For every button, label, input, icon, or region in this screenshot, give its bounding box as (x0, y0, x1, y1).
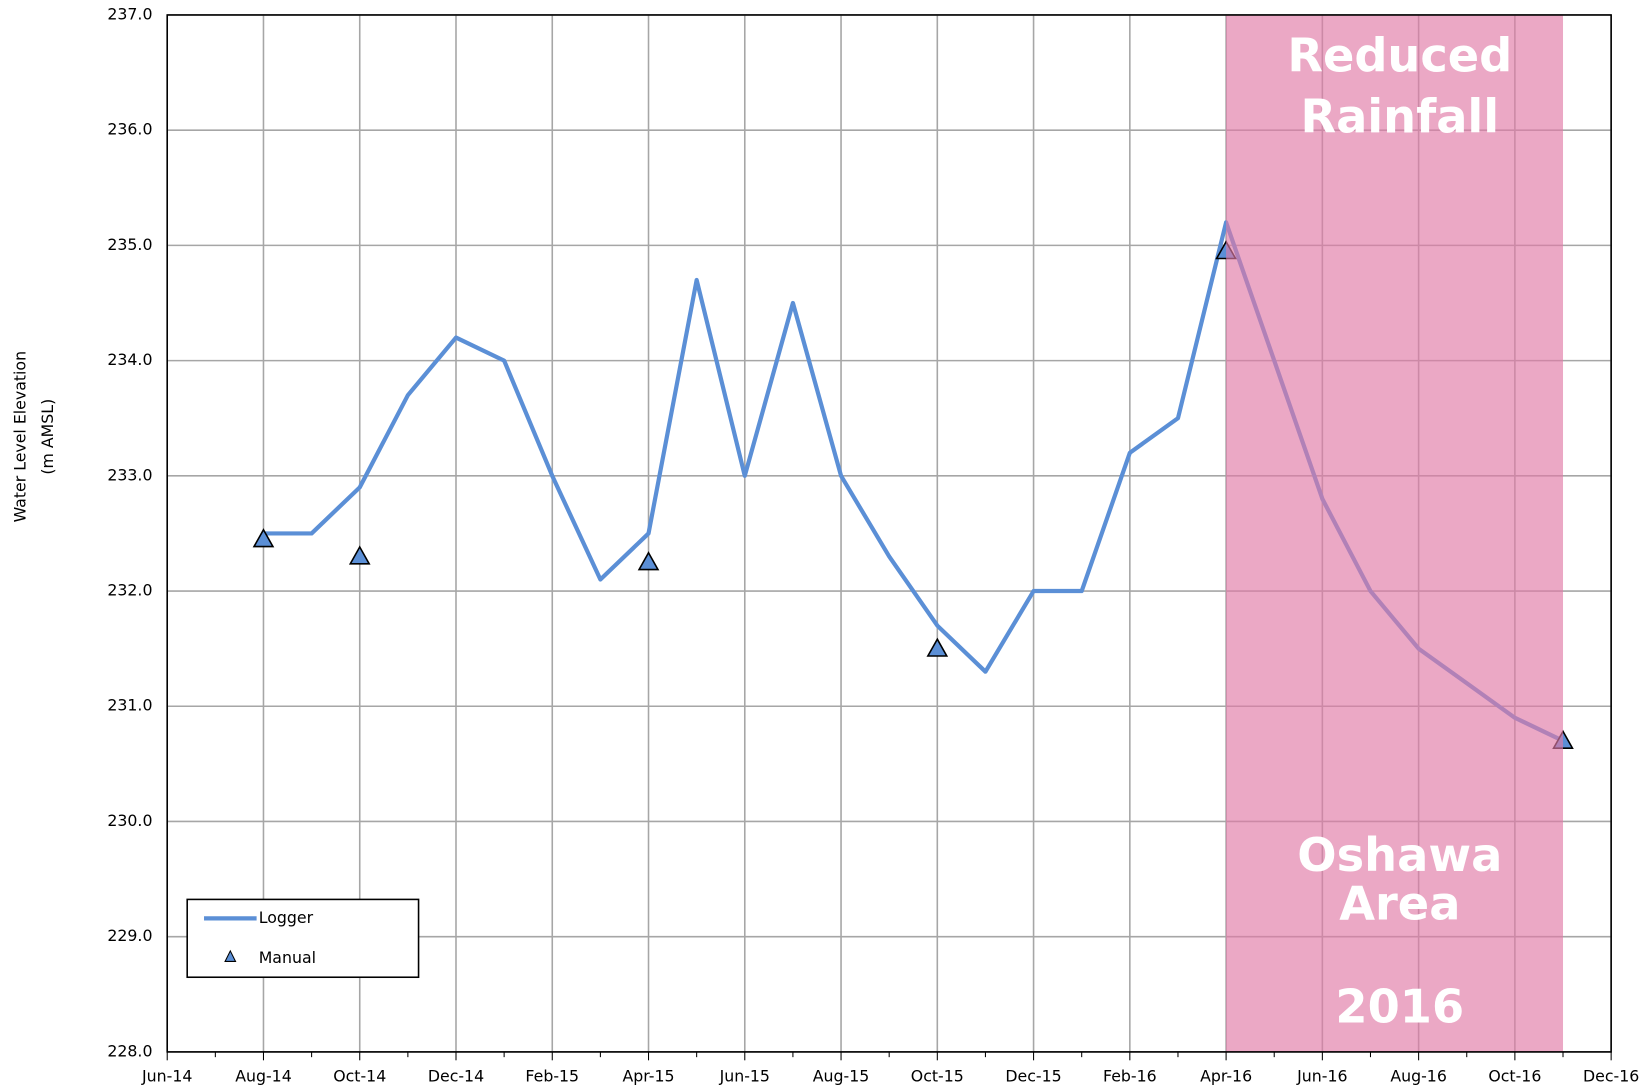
x-tick-label: Jun-16 (1296, 1067, 1347, 1086)
annotation: 2016 (1335, 979, 1464, 1033)
legend: Logger Manual (186, 898, 420, 979)
x-tick-label: Dec-14 (428, 1067, 484, 1086)
x-tick-label: Aug-15 (813, 1067, 870, 1086)
x-tick-label: Dec-16 (1583, 1067, 1639, 1086)
legend-label: Logger (259, 908, 314, 927)
manual-point (348, 545, 371, 565)
shaded-region (1226, 14, 1564, 1052)
legend-marker (224, 949, 237, 962)
x-tick-label: Dec-15 (1005, 1067, 1061, 1086)
y-tick-label: 234.0 (107, 350, 152, 369)
y-tick-label: 236.0 (107, 120, 152, 139)
x-tick-label: Apr-15 (623, 1067, 675, 1086)
manual-point (926, 637, 949, 657)
legend-box (186, 898, 420, 979)
y-axis-label: (m AMSL) (38, 399, 57, 475)
y-tick-label: 233.0 (107, 465, 152, 484)
x-tick-label: Aug-14 (235, 1067, 292, 1086)
y-tick-label: 228.0 (107, 1041, 152, 1060)
x-tick-label: Jun-14 (141, 1067, 192, 1086)
x-tick-label: Feb-16 (1103, 1067, 1157, 1086)
x-tick-label: Oct-15 (911, 1067, 964, 1086)
annotation: Reduced (1287, 29, 1512, 83)
y-tick-label: 231.0 (107, 696, 152, 715)
x-tick-label: Aug-16 (1390, 1067, 1447, 1086)
y-tick-label: 229.0 (107, 926, 152, 945)
y-tick-label: 237.0 (107, 4, 152, 23)
y-tick-label: 232.0 (107, 581, 152, 600)
manual-point (252, 528, 275, 548)
plot-frame (166, 14, 1612, 1053)
x-tick-label: Oct-16 (1488, 1067, 1541, 1086)
y-axis-label: Water Level Elevation (11, 351, 30, 522)
x-tick-label: Oct-14 (333, 1067, 386, 1086)
annotation: Oshawa (1297, 828, 1502, 882)
y-tick-label: 230.0 (107, 811, 152, 830)
y-tick-label: 235.0 (107, 235, 152, 254)
x-tick-label: Jun-15 (719, 1067, 770, 1086)
annotation: Rainfall (1300, 90, 1499, 144)
legend-label: Manual (259, 948, 316, 967)
manual-point (637, 551, 660, 571)
x-tick-label: Feb-15 (525, 1067, 579, 1086)
x-tick-label: Apr-16 (1200, 1067, 1252, 1086)
annotation: Area (1339, 876, 1460, 930)
